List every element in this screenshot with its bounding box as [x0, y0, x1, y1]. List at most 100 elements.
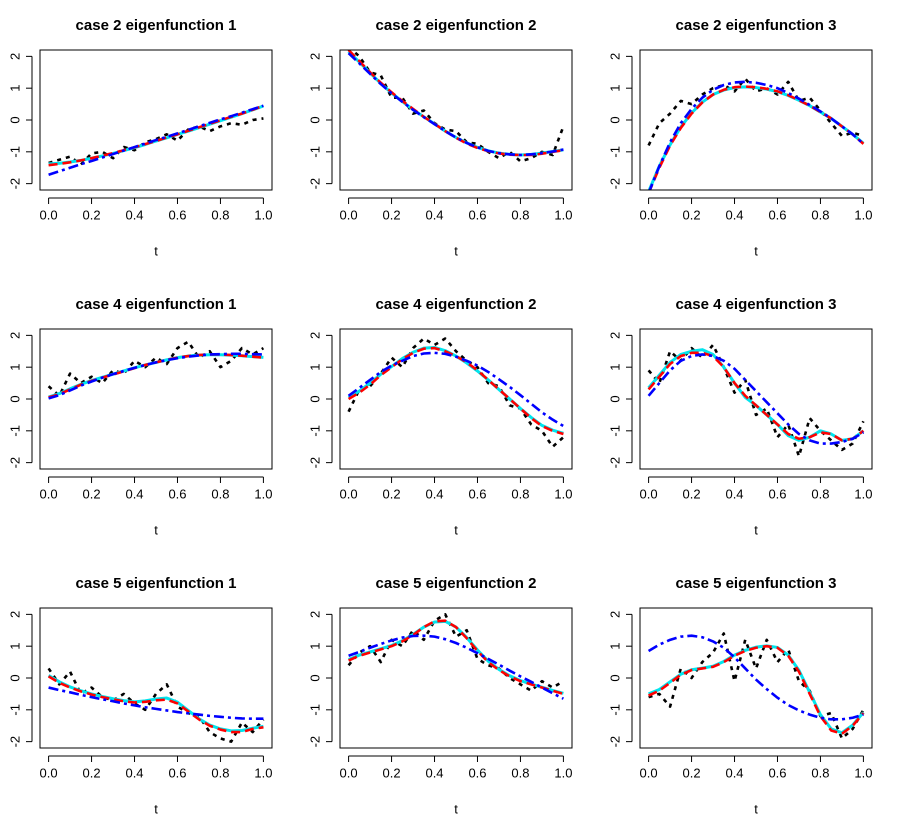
x-tick-label: 0.2 — [683, 207, 701, 222]
plot-area — [47, 340, 265, 400]
x-axis-label: t — [454, 801, 458, 816]
x-tick-label: 1.0 — [554, 765, 572, 780]
x-tick-label: 0.0 — [40, 207, 58, 222]
plot-area — [47, 667, 265, 743]
y-tick-label: -1 — [607, 704, 622, 716]
series-line — [648, 632, 865, 740]
series-line — [48, 104, 264, 167]
y-tick-label: 2 — [307, 332, 322, 339]
x-axis-label: t — [154, 801, 158, 816]
plot-box — [39, 328, 273, 470]
y-tick-label: -2 — [7, 736, 22, 748]
y-tick-label: 1 — [7, 643, 22, 650]
x-tick-label: 0.0 — [40, 765, 58, 780]
x-tick-label: 0.4 — [425, 207, 443, 222]
plot-area — [48, 104, 264, 176]
x-tick-label: 0.8 — [511, 765, 529, 780]
panel-title: case 5 eigenfunction 3 — [676, 575, 837, 592]
plot-area — [647, 77, 865, 190]
x-axis-label: t — [754, 243, 758, 258]
y-tick-label: -1 — [607, 146, 622, 158]
y-tick-label: 1 — [7, 364, 22, 371]
x-axis-label: t — [454, 243, 458, 258]
y-tick-label: -2 — [607, 457, 622, 469]
x-tick-label: 0.4 — [425, 765, 443, 780]
x-axis-label: t — [154, 243, 158, 258]
plot-box — [339, 49, 573, 191]
series-line — [348, 619, 564, 696]
x-tick-label: 0.6 — [168, 207, 186, 222]
x-tick-label: 0.8 — [511, 207, 529, 222]
x-tick-label: 0.0 — [40, 486, 58, 501]
x-axis-label: t — [454, 522, 458, 537]
panel: case 2 eigenfunction 1 0.0 0.2 0.4 0.6 0.8 1.0… — [7, 17, 273, 258]
y-tick-label: -1 — [307, 146, 322, 158]
series-line — [648, 80, 865, 190]
y-tick-label: -2 — [307, 736, 322, 748]
y-tick-label: -1 — [7, 425, 22, 437]
y-tick-label: 2 — [7, 611, 22, 618]
x-tick-label: 0.6 — [168, 486, 186, 501]
panel: case 4 eigenfunction 2 0.0 0.2 0.4 0.6 0.8 1.0… — [307, 296, 573, 537]
x-tick-label: 0.8 — [511, 486, 529, 501]
panel-title: case 5 eigenfunction 1 — [76, 575, 237, 592]
x-tick-label: 0.2 — [83, 486, 101, 501]
x-tick-label: 0.4 — [125, 207, 143, 222]
x-tick-label: 0.8 — [211, 486, 229, 501]
y-tick-label: -2 — [307, 178, 322, 190]
x-tick-label: 0.0 — [340, 765, 358, 780]
panel: case 4 eigenfunction 3 0.0 0.2 0.4 0.6 0.8 1.0… — [607, 296, 873, 537]
y-tick-label: -1 — [7, 704, 22, 716]
x-tick-label: 0.8 — [811, 207, 829, 222]
panel: case 2 eigenfunction 2 0.0 0.2 0.4 0.6 0.8 1.0… — [307, 17, 573, 258]
x-tick-label: 0.4 — [425, 486, 443, 501]
series-line — [48, 352, 264, 400]
x-tick-label: 0.6 — [768, 765, 786, 780]
x-axis-label: t — [754, 522, 758, 537]
y-tick-label: 0 — [307, 674, 322, 681]
panel-title: case 5 eigenfunction 2 — [376, 575, 537, 592]
panel-title: case 4 eigenfunction 1 — [76, 296, 237, 313]
x-tick-label: 1.0 — [254, 486, 272, 501]
series-line — [347, 613, 565, 693]
y-tick-label: 0 — [7, 674, 22, 681]
x-tick-label: 0.2 — [683, 486, 701, 501]
y-tick-label: -2 — [307, 457, 322, 469]
y-tick-label: 1 — [7, 85, 22, 92]
x-tick-label: 0.8 — [211, 207, 229, 222]
y-tick-label: 0 — [607, 674, 622, 681]
x-axis-label: t — [754, 801, 758, 816]
series-line — [647, 634, 864, 721]
series-line — [350, 50, 565, 163]
series-line — [347, 52, 564, 157]
series-line — [47, 674, 264, 733]
x-tick-label: 0.8 — [211, 765, 229, 780]
x-tick-label: 1.0 — [254, 765, 272, 780]
series-line — [347, 351, 565, 428]
x-tick-label: 0.2 — [83, 765, 101, 780]
y-tick-label: 0 — [7, 395, 22, 402]
x-tick-label: 0.6 — [468, 207, 486, 222]
y-tick-label: -1 — [607, 425, 622, 437]
panel-title: case 4 eigenfunction 2 — [376, 296, 537, 313]
x-tick-label: 0.2 — [683, 765, 701, 780]
x-tick-label: 0.6 — [468, 486, 486, 501]
plot-box — [39, 49, 273, 191]
series-line — [47, 675, 264, 734]
series-line — [347, 337, 565, 449]
plot-box — [639, 607, 873, 749]
series-line — [48, 104, 264, 166]
y-tick-label: 1 — [607, 85, 622, 92]
x-tick-label: 0.2 — [83, 207, 101, 222]
x-tick-label: 1.0 — [554, 486, 572, 501]
plot-box — [39, 607, 273, 749]
x-tick-label: 1.0 — [854, 486, 872, 501]
panel-title: case 2 eigenfunction 1 — [76, 17, 237, 34]
series-line — [48, 117, 264, 166]
y-tick-label: 2 — [7, 53, 22, 60]
panel: case 4 eigenfunction 1 0.0 0.2 0.4 0.6 0.8 1.0… — [7, 296, 273, 537]
y-tick-label: 1 — [307, 643, 322, 650]
panel: case 5 eigenfunction 3 0.0 0.2 0.4 0.6 0.8 1.0… — [607, 575, 873, 816]
plot-area — [647, 343, 865, 458]
